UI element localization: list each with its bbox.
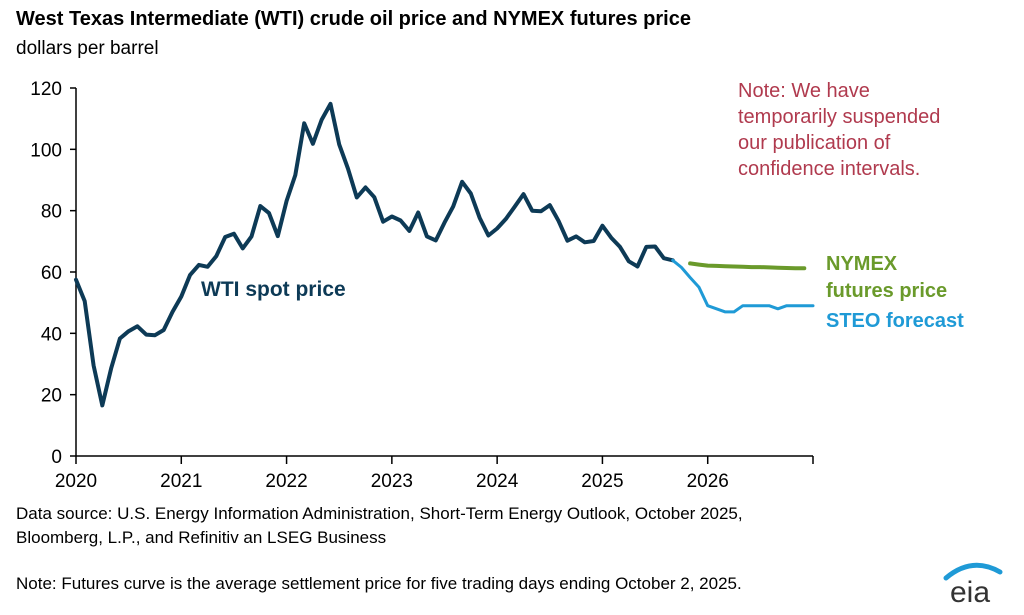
eia-logo-arc (943, 562, 1003, 581)
y-tick-label: 120 (30, 79, 62, 100)
nymex-futures-line (688, 261, 807, 271)
x-tick-label: 2022 (265, 471, 307, 492)
steo-forecast-label: STEO forecast (826, 310, 964, 332)
x-tick-label: 2020 (55, 471, 97, 492)
confidence-note-line: Note: We have (738, 80, 870, 102)
eia-logo-text: eia (950, 576, 990, 608)
y-tick-label: 40 (41, 324, 62, 345)
wti-spot-price-label: WTI spot price (201, 278, 346, 301)
x-tick-label: 2024 (476, 471, 519, 492)
eia-logo: eia (943, 562, 1003, 608)
data-source: Data source: U.S. Energy Information Adm… (16, 502, 1006, 550)
nymex-futures-label-line: NYMEX (826, 253, 898, 275)
x-tick-label: 2026 (687, 471, 729, 492)
y-tick-label: 80 (41, 202, 62, 223)
chart-subtitle: dollars per barrel (16, 38, 159, 59)
chart-title: West Texas Intermediate (WTI) crude oil … (16, 8, 691, 30)
data-source-line-1: Data source: U.S. Energy Information Adm… (16, 504, 743, 523)
nymex-futures-label-line: futures price (826, 280, 947, 302)
y-tick-label: 20 (41, 386, 62, 407)
x-tick-label: 2025 (581, 471, 623, 492)
confidence-note-line: temporarily suspended (738, 106, 940, 128)
chart-canvas: 0 20 40 60 80 100 120 2020 2021 2022 2023 2024 2025 2… (30, 79, 964, 492)
confidence-note-line: confidence intervals. (738, 158, 920, 180)
y-tick-label: 0 (51, 447, 62, 468)
wti-spot-price-line (74, 101, 675, 408)
x-tick-label: 2023 (371, 471, 413, 492)
futures-note: Note: Futures curve is the average settl… (16, 574, 742, 593)
data-source-line-2: Bloomberg, L.P., and Refinitiv an LSEG B… (16, 528, 387, 547)
confidence-note-line: our publication of (738, 132, 891, 154)
x-tick-label: 2021 (160, 471, 202, 492)
y-tick-label: 100 (30, 140, 62, 161)
y-tick-label: 60 (41, 263, 62, 284)
steo-forecast-line (671, 258, 815, 314)
